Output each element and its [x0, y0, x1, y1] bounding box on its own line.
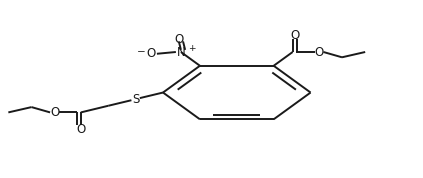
- Text: S: S: [132, 93, 139, 106]
- Text: O: O: [50, 106, 59, 119]
- Text: O: O: [174, 33, 184, 46]
- Text: O: O: [290, 29, 299, 42]
- Text: O: O: [314, 46, 324, 59]
- Text: +: +: [188, 44, 195, 53]
- Text: N: N: [176, 46, 185, 59]
- Text: −: −: [137, 47, 145, 57]
- Text: O: O: [76, 122, 85, 135]
- Text: O: O: [146, 47, 156, 60]
